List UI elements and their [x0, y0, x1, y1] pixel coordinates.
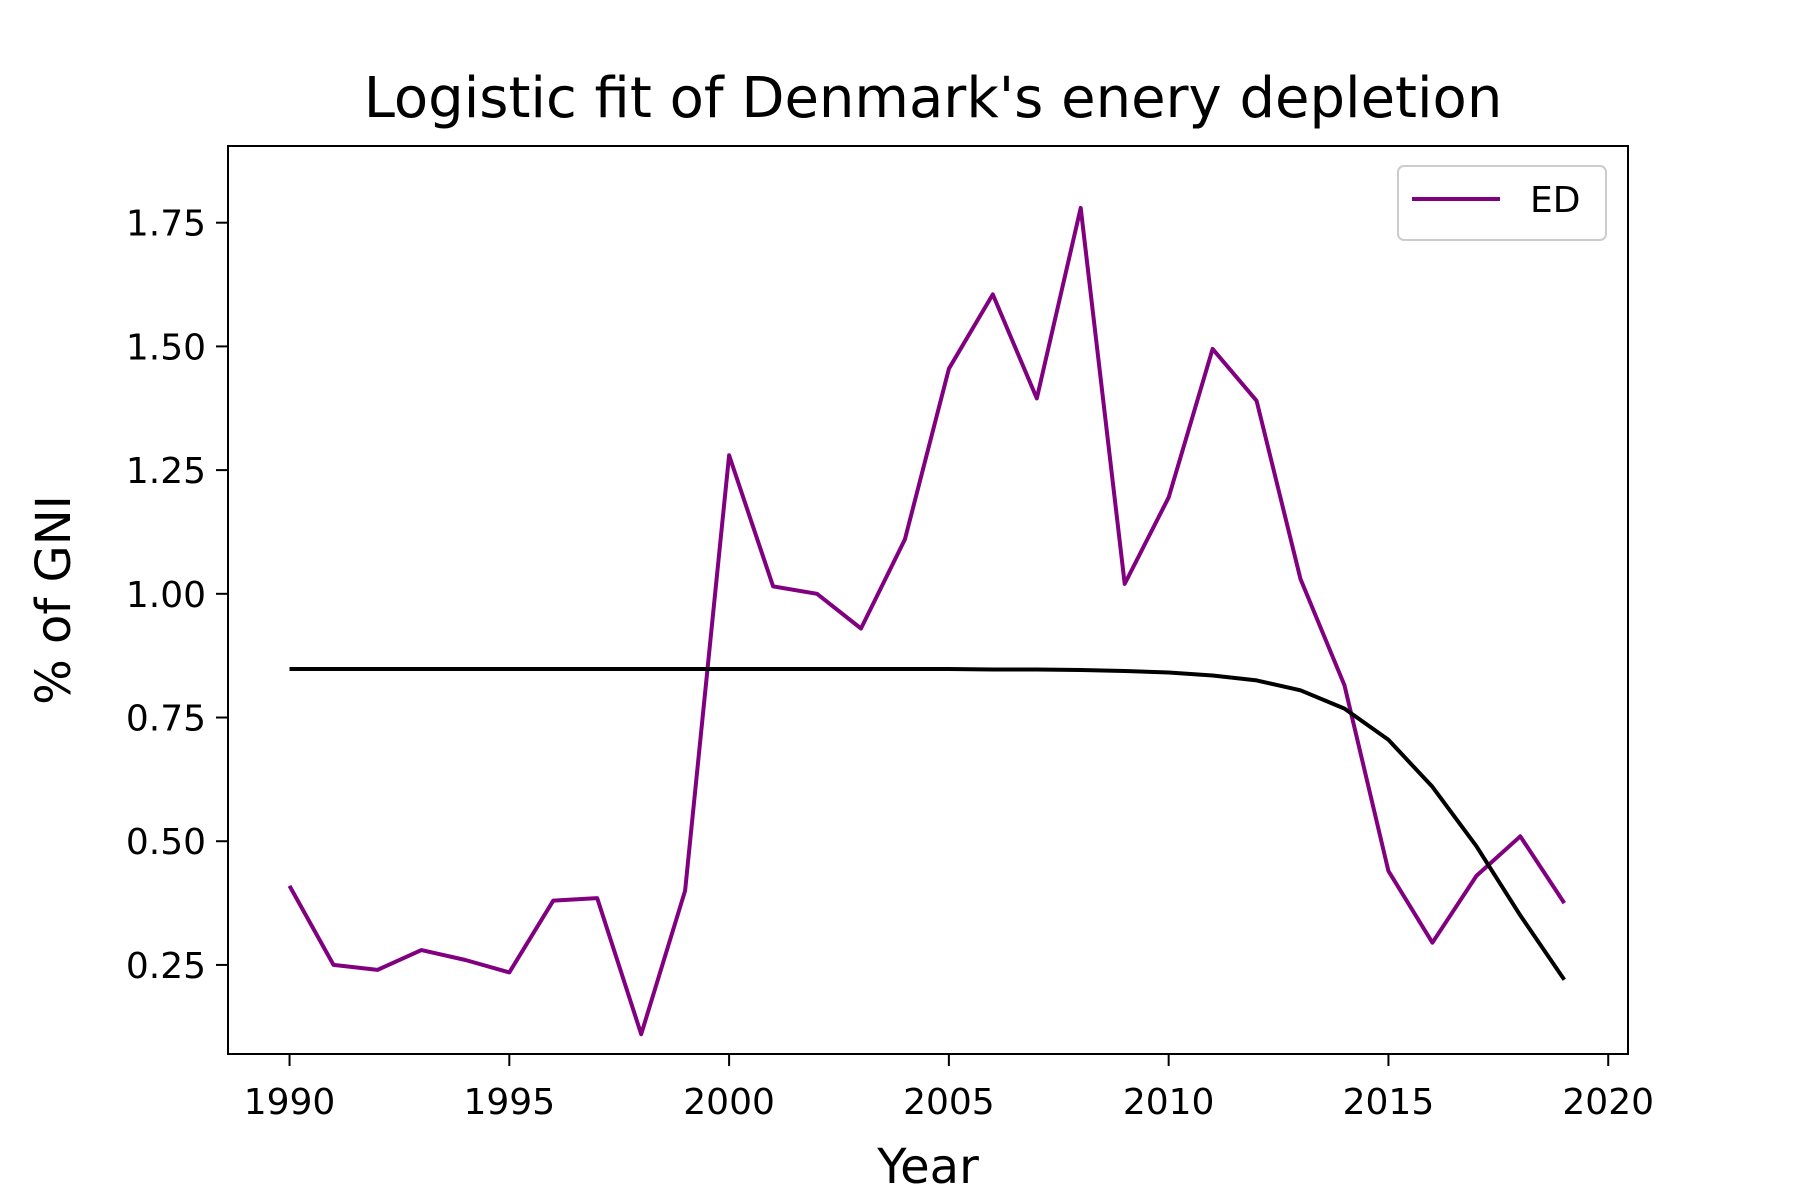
- y-axis: 0.25 0.50 0.75 1.00 1.25 1.50 1.75: [126, 204, 228, 987]
- x-axis: 1990 1995 2000 2005 2010 2015 2020: [244, 1054, 1654, 1123]
- plot-area: [287, 205, 1566, 1037]
- y-tick-label: 0.50: [126, 822, 206, 863]
- x-axis-label: Year: [876, 1139, 979, 1195]
- series-line-fit-curve: [289, 667, 1566, 981]
- y-tick-label: 1.00: [126, 575, 206, 616]
- x-tick-label: 2010: [1123, 1082, 1215, 1123]
- x-tick-label: 2015: [1343, 1082, 1435, 1123]
- y-axis-label: % of GNI: [26, 495, 82, 705]
- plot-frame: [227, 145, 1629, 1055]
- x-tick-label: 1995: [464, 1082, 556, 1123]
- y-tick-label: 1.50: [126, 327, 206, 368]
- y-tick-label: 1.75: [126, 204, 206, 245]
- y-tick-label: 1.25: [126, 451, 206, 492]
- legend-label-ed: ED: [1530, 180, 1580, 221]
- series-line-ed: [287, 205, 1566, 1037]
- chart-title: Logistic fit of Denmark's enery depletio…: [364, 66, 1503, 131]
- legend: ED: [1397, 165, 1607, 241]
- x-tick-label: 1990: [244, 1082, 336, 1123]
- legend-box: [1397, 165, 1607, 241]
- y-tick-label: 0.75: [126, 699, 206, 740]
- x-tick-label: 2020: [1562, 1082, 1654, 1123]
- y-tick-label: 0.25: [126, 946, 206, 987]
- x-tick-label: 2005: [903, 1082, 995, 1123]
- x-tick-label: 2000: [683, 1082, 775, 1123]
